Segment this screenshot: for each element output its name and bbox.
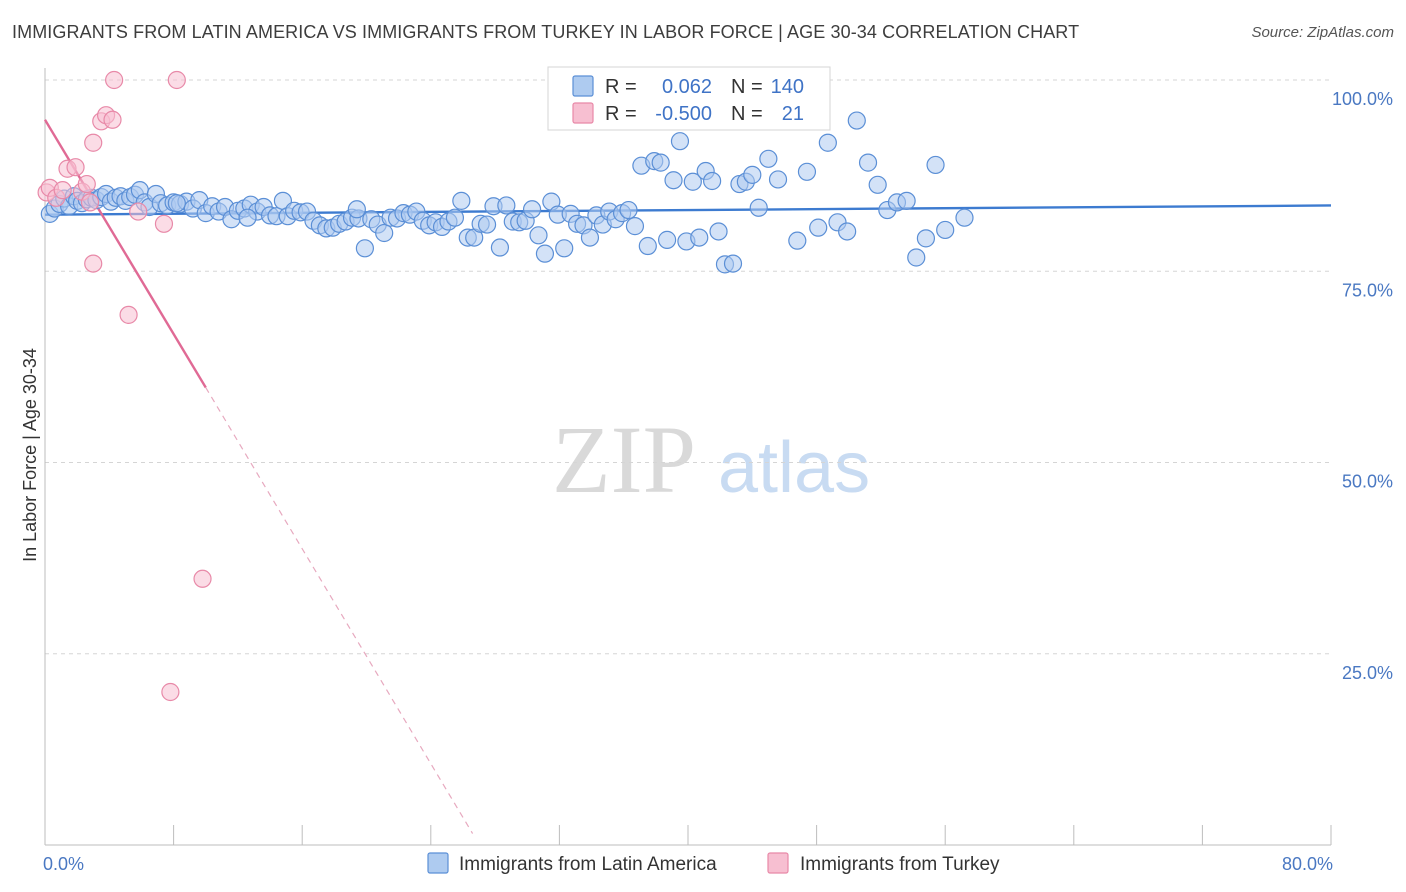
stats-n-value-latin-america: 140 <box>771 76 804 98</box>
latin-america-point <box>529 226 548 245</box>
latin-america-point <box>759 149 778 168</box>
latin-america-point <box>818 133 837 152</box>
latin-america-point <box>535 244 555 263</box>
turkey-point <box>119 305 138 324</box>
chart-title: IMMIGRANTS FROM LATIN AMERICA VS IMMIGRA… <box>12 22 1080 42</box>
turkey-point <box>84 133 103 152</box>
latin-america-point <box>347 200 366 219</box>
stats-r-value-turkey: -0.500 <box>655 103 712 125</box>
stats-n-value-turkey: 21 <box>782 103 804 125</box>
latin-america-point <box>625 217 645 236</box>
trend-line-turkey-extrapolated <box>205 387 474 834</box>
latin-america-point <box>858 153 878 172</box>
stats-legend-swatch-latin-america <box>572 75 594 97</box>
latin-america-point <box>375 223 394 243</box>
latin-america-point <box>477 215 497 234</box>
latin-america-point <box>743 165 762 184</box>
latin-america-point <box>497 196 516 215</box>
latin-america-point <box>788 231 807 250</box>
y-tick-label-50: 50.0% <box>1342 472 1393 492</box>
watermark-zip: ZIP <box>552 406 696 513</box>
turkey-point <box>80 193 100 212</box>
latin-america-point <box>690 228 709 247</box>
latin-america-point <box>167 194 186 213</box>
y-tick-label-75: 75.0% <box>1342 280 1393 300</box>
turkey-point <box>154 214 174 233</box>
latin-america-point <box>522 200 542 219</box>
turkey-point <box>77 174 96 194</box>
series-latin-america <box>40 110 974 274</box>
chart-source: Source: ZipAtlas.com <box>1251 24 1394 41</box>
legend-swatch-latin-america <box>427 852 449 874</box>
series-turkey <box>37 70 212 702</box>
x-ticks: 0.0% 80.0% <box>43 825 1333 874</box>
latin-america-point <box>658 230 677 249</box>
latin-america-point <box>897 191 916 210</box>
turkey-point <box>103 110 122 129</box>
latin-america-point <box>723 254 743 273</box>
latin-america-point <box>703 171 722 191</box>
latin-america-point <box>452 191 471 210</box>
latin-america-point <box>749 198 768 217</box>
latin-america-point <box>683 172 702 191</box>
turkey-point <box>84 254 103 273</box>
latin-america-point <box>926 155 945 175</box>
y-axis-label: In Labor Force | Age 30-34 <box>20 348 40 562</box>
stats-legend-swatch-turkey <box>572 102 594 124</box>
stats-n-label-latin-america: N = <box>731 76 763 98</box>
latin-america-point <box>238 208 257 227</box>
latin-america-point <box>809 218 828 237</box>
grid-lines <box>45 79 1331 655</box>
turkey-point <box>161 682 180 702</box>
latin-america-point <box>797 162 817 181</box>
latin-america-point <box>955 208 974 227</box>
stats-n-label-turkey: N = <box>731 103 763 125</box>
latin-america-point <box>709 222 728 241</box>
y-tick-labels: 25.0% 50.0% 75.0% 100.0% <box>1332 89 1393 683</box>
turkey-point <box>167 70 186 90</box>
watermark-atlas: atlas <box>718 428 870 508</box>
latin-america-point <box>555 239 574 258</box>
stats-r-label-latin-america: R = <box>605 76 637 98</box>
latin-america-point <box>651 153 670 172</box>
latin-america-point <box>664 171 683 190</box>
stats-legend-box <box>547 66 831 131</box>
turkey-point <box>105 70 124 90</box>
latin-america-point <box>847 111 866 130</box>
turkey-point <box>129 202 148 221</box>
stats-legend: R = 0.062 N = 140 R = -0.500 N = 21 <box>547 66 831 131</box>
turkey-point <box>193 569 212 588</box>
latin-america-point <box>868 175 887 194</box>
latin-america-point <box>580 228 600 247</box>
latin-america-point <box>638 236 657 256</box>
x-tick-label-80: 80.0% <box>1282 854 1333 874</box>
latin-america-point <box>445 208 465 227</box>
turkey-point <box>66 158 85 177</box>
latin-america-point <box>907 248 926 267</box>
legend-label-turkey: Immigrants from Turkey <box>800 854 1000 875</box>
latin-america-point <box>355 239 374 258</box>
x-tick-label-0: 0.0% <box>43 854 84 874</box>
turkey-point <box>53 181 72 200</box>
latin-america-point <box>670 132 690 151</box>
y-tick-label-100: 100.0% <box>1332 89 1393 109</box>
latin-america-point <box>619 200 638 220</box>
latin-america-point <box>916 229 936 248</box>
latin-america-point <box>768 170 788 189</box>
latin-america-point <box>936 220 955 240</box>
series-legend: Immigrants from Latin America Immigrants… <box>427 852 1000 875</box>
y-tick-label-25: 25.0% <box>1342 663 1393 683</box>
latin-america-point <box>490 238 510 257</box>
legend-swatch-turkey <box>767 852 789 874</box>
latin-america-point <box>838 222 857 241</box>
stats-r-label-turkey: R = <box>605 103 637 125</box>
stats-r-value-latin-america: 0.062 <box>662 76 712 98</box>
legend-label-latin-america: Immigrants from Latin America <box>459 854 717 875</box>
